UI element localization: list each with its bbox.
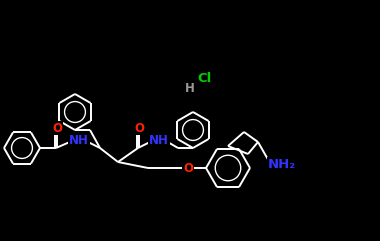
Text: NH: NH [149,134,169,147]
Text: NH: NH [69,134,89,147]
Text: O: O [183,161,193,174]
Text: NH₂: NH₂ [268,159,296,172]
Text: O: O [134,121,144,134]
Text: O: O [52,121,62,134]
Text: Cl: Cl [198,72,212,85]
Text: H: H [185,81,195,94]
